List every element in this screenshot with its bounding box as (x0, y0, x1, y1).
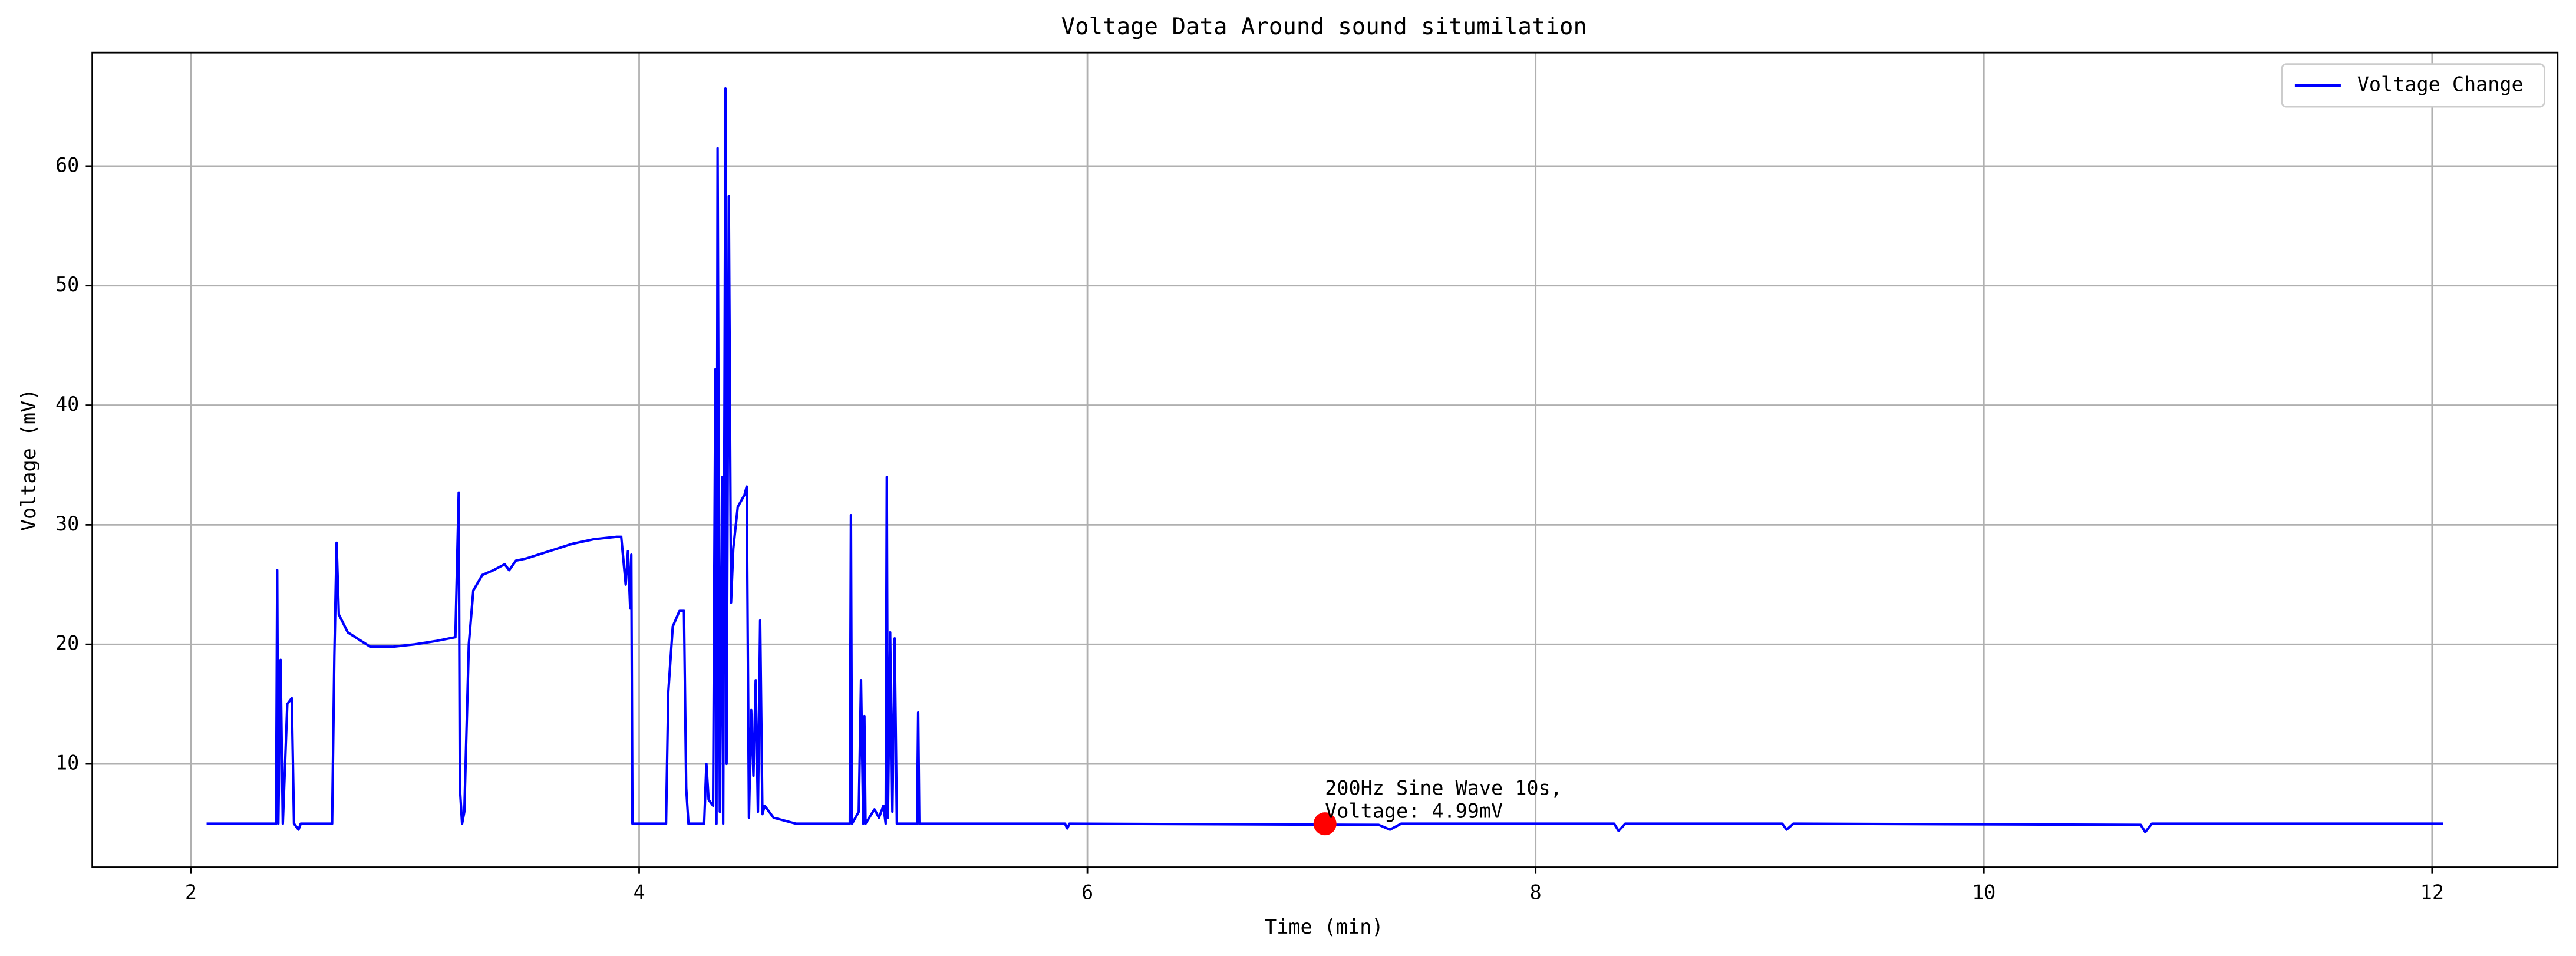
legend-box (2281, 63, 2545, 108)
y-tick-label: 10 (55, 751, 79, 774)
y-tick-label: 30 (55, 512, 79, 535)
data-line (206, 87, 2443, 833)
plot-frame (91, 51, 2559, 868)
legend-label: Voltage Change (2357, 72, 2524, 95)
annotation-marker (1313, 812, 1337, 836)
y-axis-label: Voltage (mV) (17, 389, 40, 532)
x-tick-label: 12 (2420, 881, 2444, 904)
y-tick-label: 60 (55, 153, 79, 176)
y-tick-label: 40 (55, 393, 79, 416)
x-tick-label: 4 (633, 881, 645, 904)
x-tick-label: 6 (1081, 881, 1093, 904)
x-tick-label: 8 (1530, 881, 1542, 904)
y-tick-label: 50 (55, 273, 79, 296)
x-tick-label: 10 (1972, 881, 1996, 904)
x-tick-label: 2 (185, 881, 197, 904)
annotation-text: 200Hz Sine Wave 10s, (1325, 777, 1562, 800)
chart-title: Voltage Data Around sound situmilation (1061, 14, 1587, 40)
x-axis-label: Time (min) (1265, 915, 1383, 938)
annotation-text: Voltage: 4.99mV (1325, 800, 1503, 823)
y-tick-label: 20 (55, 632, 79, 655)
